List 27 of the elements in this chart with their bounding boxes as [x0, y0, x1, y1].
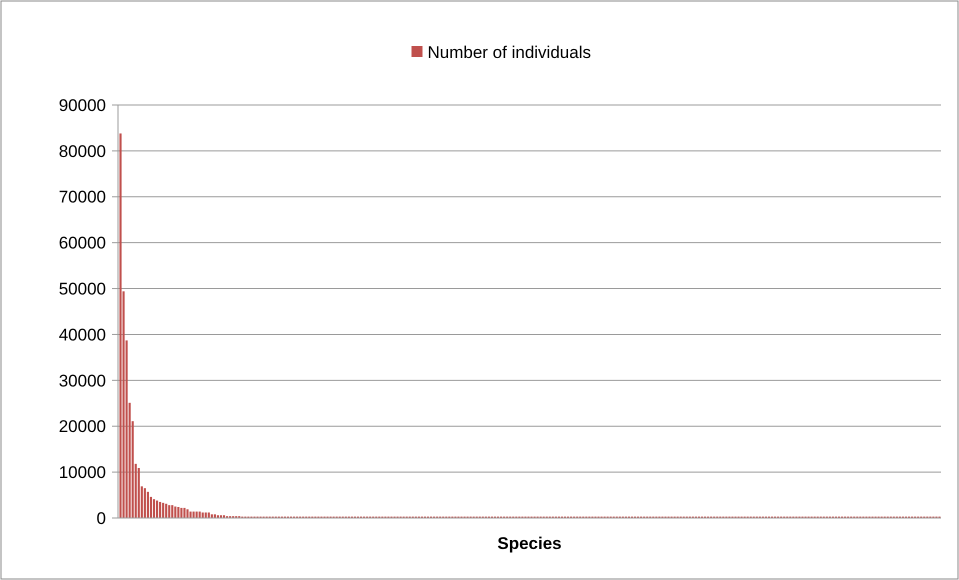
- bar: [162, 502, 164, 518]
- bar: [152, 499, 156, 518]
- bar: [146, 492, 149, 518]
- bar: [144, 488, 146, 518]
- legend-label: Number of individuals: [428, 42, 591, 62]
- y-tick-label: 40000: [58, 325, 106, 344]
- bar: [165, 504, 168, 518]
- bar: [202, 512, 204, 518]
- bar: [138, 468, 140, 518]
- y-tick-label: 0: [96, 508, 106, 528]
- bar: [119, 133, 122, 518]
- bar: [171, 505, 174, 518]
- y-tick-label: 60000: [58, 234, 106, 253]
- y-tick-label: 10000: [58, 463, 106, 482]
- y-tick-label: 50000: [58, 280, 106, 299]
- y-tick-label: 80000: [58, 142, 106, 161]
- bar: [159, 502, 162, 518]
- x-axis-title: Species: [497, 534, 562, 553]
- bar: [168, 505, 170, 518]
- y-tick-label: 70000: [58, 188, 106, 207]
- bar: [208, 512, 210, 518]
- y-tick-label: 90000: [58, 96, 106, 115]
- y-tick-label: 20000: [58, 417, 106, 436]
- y-tick-label: 30000: [58, 371, 106, 390]
- bar: [156, 500, 158, 518]
- bar: [174, 506, 176, 518]
- bar: [204, 512, 207, 518]
